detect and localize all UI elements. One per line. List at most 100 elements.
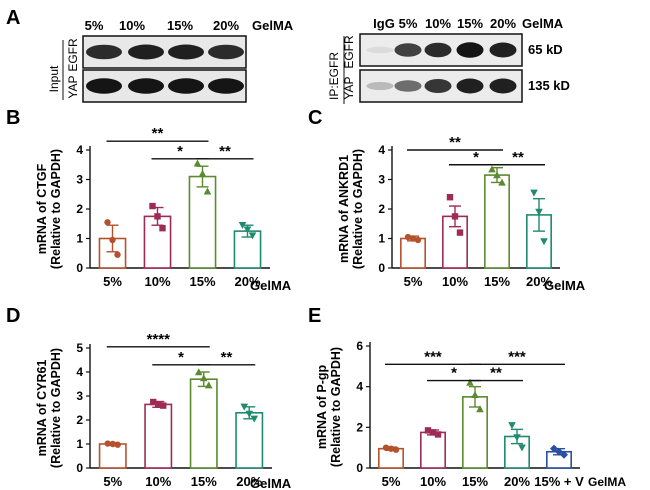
y-tick-label: 4 <box>76 365 83 379</box>
y-tick-label: 4 <box>76 143 83 157</box>
data-point <box>518 444 526 452</box>
data-point <box>150 398 157 406</box>
blot-band <box>168 44 204 60</box>
y-tick-label: 0 <box>76 261 83 275</box>
data-point <box>193 159 202 167</box>
significance-label: * <box>177 143 183 160</box>
right-lane-label: 15% <box>457 16 483 31</box>
panel-letter-c: C <box>308 107 322 129</box>
x-tick-label: 15% <box>462 474 488 489</box>
y-axis-label: (Relative to GAPDH) <box>49 149 63 269</box>
y-tick-label: 0 <box>76 461 83 475</box>
x-tick-label: 15% <box>189 274 215 289</box>
data-point <box>424 427 432 434</box>
data-point <box>114 441 121 448</box>
significance-label: * <box>451 365 457 382</box>
blot-band <box>394 43 422 57</box>
blot-band <box>208 78 244 94</box>
data-point <box>199 374 208 382</box>
bar <box>484 174 510 269</box>
blot-band <box>456 42 484 58</box>
right-lane-label: 10% <box>425 16 451 31</box>
panel-a: A 5% 10% 15% 20% GelMA Input EGFR YAP Ig… <box>6 7 570 104</box>
blot-band <box>366 46 394 54</box>
left-lane-axis-label: GelMA <box>252 18 294 33</box>
blot-band <box>489 42 517 58</box>
bar <box>144 403 173 469</box>
y-tick-label: 5 <box>76 341 83 355</box>
panel-letter-a: A <box>6 7 20 29</box>
significance-label: ** <box>219 143 231 160</box>
y-axis-label: mRNA of P-gp <box>315 365 329 450</box>
y-tick-label: 1 <box>76 437 83 451</box>
left-lane-label: 20% <box>213 18 239 33</box>
y-tick-label: 3 <box>378 173 385 187</box>
y-axis-label: (Relative to GAPDH) <box>49 348 63 468</box>
right-group-label: IP:EGFR <box>327 52 341 100</box>
y-axis-label: mRNA of ANKRD1 <box>337 155 351 263</box>
significance-label: ** <box>152 125 164 142</box>
y-tick-label: 4 <box>378 143 385 157</box>
data-point <box>387 445 395 452</box>
right-blot: IgG 5% 10% 15% 20% GelMA IP:EGFR EGFR YA… <box>327 16 570 104</box>
y-tick-label: 4 <box>356 380 363 394</box>
blot-band <box>424 42 452 58</box>
significance-label: ** <box>221 349 233 366</box>
right-row-label: EGFR <box>342 35 356 69</box>
data-point <box>560 450 568 459</box>
data-point <box>471 391 479 398</box>
significance-label: * <box>473 149 479 166</box>
data-point <box>248 232 257 240</box>
left-blot: 5% 10% 15% 20% GelMA Input EGFR YAP <box>47 18 294 103</box>
data-point <box>245 410 254 418</box>
x-tick-label: 5% <box>103 474 122 489</box>
x-tick-label: 10% <box>144 274 170 289</box>
bar <box>188 175 217 269</box>
data-point <box>451 213 459 220</box>
data-point <box>414 236 422 244</box>
data-point <box>434 431 442 438</box>
blot-band <box>86 44 122 60</box>
blot-band <box>128 44 164 60</box>
data-point <box>404 233 412 241</box>
blot-band <box>128 78 164 94</box>
x-tick-label: 10% <box>420 474 446 489</box>
y-tick-label: 0 <box>356 461 363 475</box>
y-tick-label: 2 <box>76 202 83 216</box>
x-tick-label: 10% <box>145 474 171 489</box>
significance-label: *** <box>508 348 526 365</box>
bar <box>189 378 218 469</box>
y-axis-label: (Relative to GAPDH) <box>329 347 343 467</box>
blot-band <box>366 82 394 90</box>
data-point <box>429 429 437 436</box>
x-tick-label: 10% <box>442 274 468 289</box>
data-point <box>476 405 484 413</box>
data-point <box>114 251 121 258</box>
significance-label: ** <box>449 134 461 151</box>
x-axis-label: GelMA <box>250 476 292 490</box>
data-point <box>109 440 116 448</box>
blot-band <box>424 79 452 93</box>
data-point <box>555 447 563 456</box>
blot-band <box>489 78 517 94</box>
data-point <box>109 236 116 244</box>
data-point <box>238 222 247 230</box>
x-tick-label: 15% <box>191 474 217 489</box>
data-point <box>409 235 417 242</box>
x-axis-label: GelMA <box>544 278 586 293</box>
significance-label: **** <box>147 331 171 348</box>
left-row-label: EGFR <box>66 38 80 72</box>
y-axis-label: (Relative to GAPDH) <box>351 149 365 269</box>
data-point <box>392 446 400 453</box>
data-point <box>243 226 252 234</box>
left-group-label: Input <box>47 65 61 92</box>
y-tick-label: 2 <box>356 420 363 434</box>
bar <box>420 431 446 469</box>
data-point <box>446 194 454 201</box>
x-axis-label: GelMA <box>250 278 292 293</box>
blot-band <box>208 44 244 60</box>
significance-label: * <box>178 349 184 366</box>
y-axis-label: mRNA of CTGF <box>35 163 49 254</box>
